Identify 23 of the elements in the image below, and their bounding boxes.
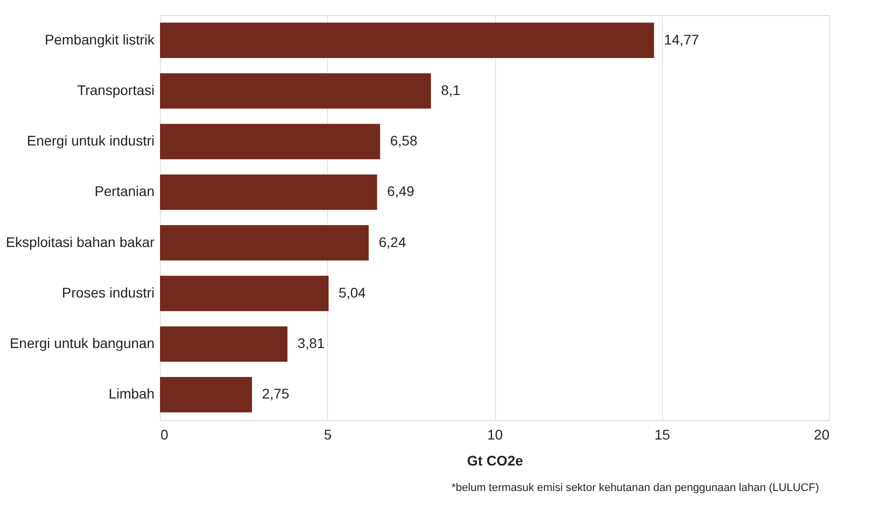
data-label: 5,04 [338,284,366,300]
y-tick-label: Limbah [108,386,154,402]
data-label: 14,77 [664,31,700,48]
y-tick-label: Energi untuk bangunan [10,335,154,352]
y-tick-label: Transportasi [77,82,154,98]
y-tick-label: Eksploitasi bahan bakar [6,234,155,250]
data-label: 3,81 [297,335,325,352]
y-tick-label: Energi untuk industri [26,132,154,149]
y-tick-label: Pertanian [94,183,154,200]
data-label: 8,1 [440,82,461,98]
text: *belum termasuk emisi sektor kehutanan dan penggunaan lahan (LULUCF) [452,482,819,494]
data-label: 6,58 [390,132,418,149]
x-tick-label: 0 [160,426,168,442]
y-tick-label: Pembangkit listrik [44,31,156,48]
data-label: 2,75 [262,386,290,402]
y-tick-label: Proses industri [62,284,154,300]
data-label: 6,49 [387,183,415,200]
x-tick-label: 20 [814,426,830,442]
x-axis-title: Gt CO2e [466,452,524,468]
x-tick-label: 10 [487,426,503,442]
x-tick-label: 5 [324,426,332,442]
x-tick-label: 15 [654,426,670,442]
data-label: 6,24 [378,234,406,250]
